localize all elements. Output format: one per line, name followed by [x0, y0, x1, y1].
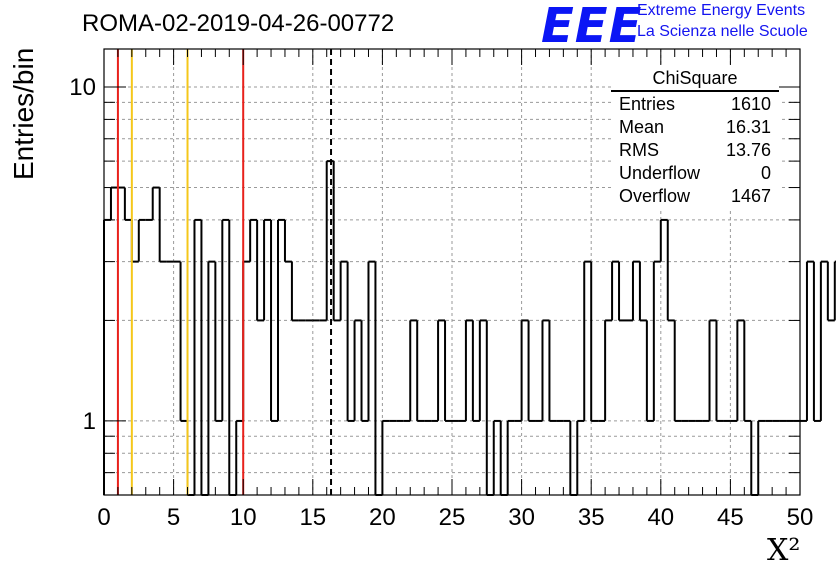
stats-value: 0	[760, 163, 771, 183]
stats-value: 13.76	[725, 140, 771, 160]
histogram-bars	[103, 160, 836, 496]
y-axis-label: Entries/bin	[8, 47, 39, 180]
stats-row-rms: RMS 13.76	[611, 139, 779, 162]
y-tick-label: 1	[83, 408, 96, 435]
stats-row-mean: Mean 16.31	[611, 116, 779, 139]
axis-ticks	[103, 49, 801, 496]
x-tick-label: 25	[439, 504, 466, 531]
logo-subtitle-1: Extreme Energy Events	[637, 2, 806, 19]
stats-value: 1610	[730, 94, 771, 114]
marker-lines	[116, 49, 333, 495]
tick-labels: 0 5 10 15 20 25 30 35 40 45 50 1 10	[69, 74, 813, 531]
logo-subtitle-2: La Scienza nelle Scuole	[637, 23, 808, 40]
stats-label: Entries	[619, 94, 676, 114]
run-title: ROMA-02-2019-04-26-00772	[82, 10, 395, 37]
stats-title: ChiSquare	[611, 66, 779, 92]
x-axis-label: X²	[767, 533, 801, 568]
x-tick-label: 50	[787, 504, 814, 531]
x-tick-label: 40	[647, 504, 674, 531]
stats-label: RMS	[619, 140, 659, 160]
eee-logo: EEE	[541, 0, 643, 54]
stats-row-entries: Entries 1610	[611, 93, 779, 116]
stats-box: ChiSquare Entries 1610 Mean 16.31 RMS 13.76…	[611, 66, 779, 208]
y-tick-label: 10	[69, 74, 96, 101]
x-tick-label: 5	[167, 504, 180, 531]
stats-label: Overflow	[619, 186, 691, 206]
x-tick-label: 45	[717, 504, 744, 531]
stats-value: 16.31	[725, 117, 771, 137]
x-tick-label: 35	[578, 504, 605, 531]
stats-row-underflow: Underflow 0	[611, 162, 779, 185]
stats-label: Mean	[619, 117, 665, 137]
x-tick-label: 15	[299, 504, 326, 531]
x-tick-label: 20	[369, 504, 396, 531]
stats-label: Underflow	[619, 163, 701, 183]
x-tick-label: 30	[508, 504, 535, 531]
stats-row-overflow: Overflow 1467	[611, 185, 779, 208]
stats-value: 1467	[730, 186, 771, 206]
x-tick-label: 10	[230, 504, 257, 531]
x-tick-label: 0	[97, 504, 110, 531]
